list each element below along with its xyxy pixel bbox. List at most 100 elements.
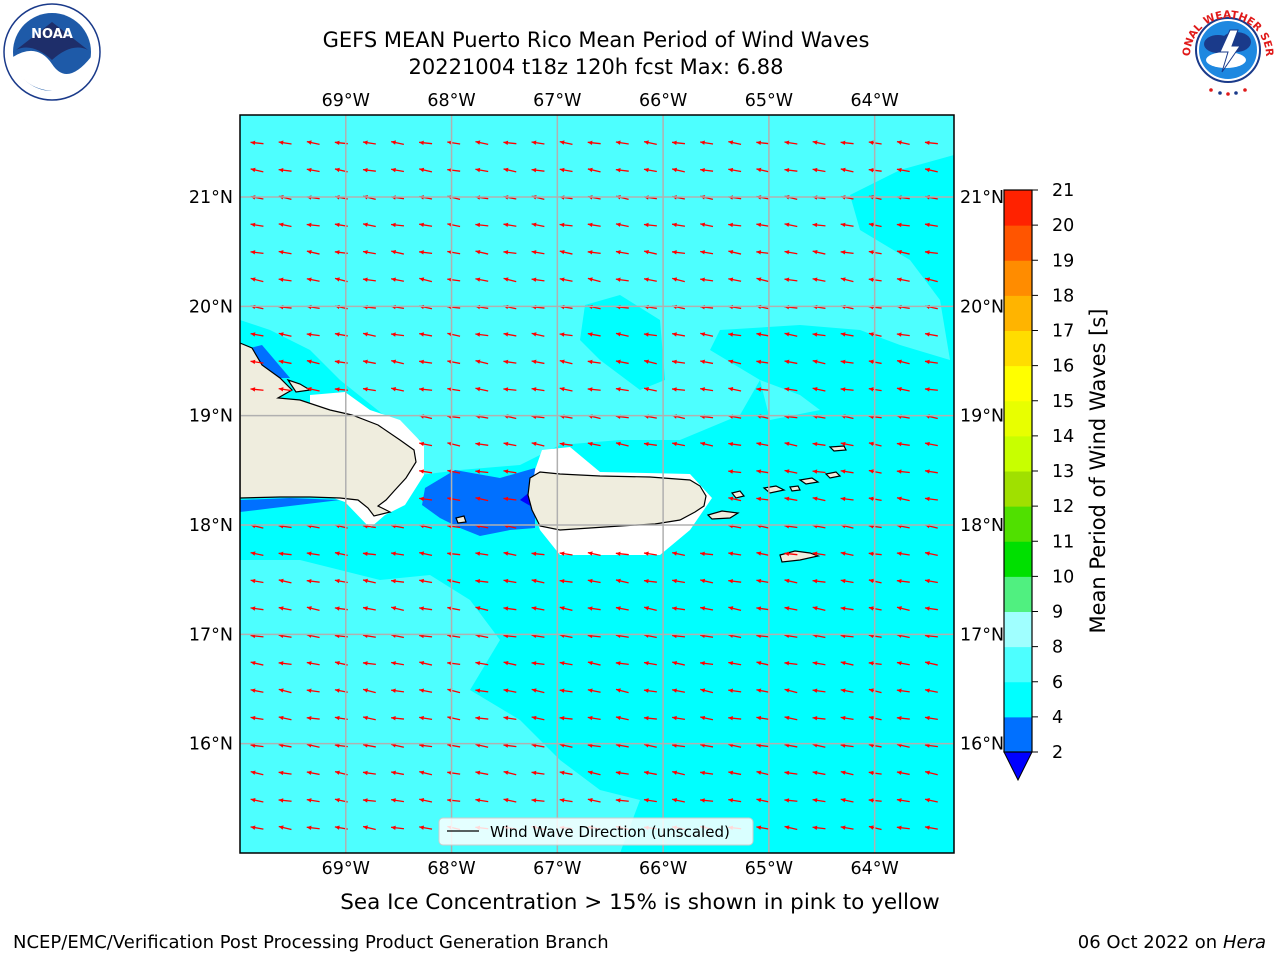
wave-arrow [587,441,601,447]
wave-arrow [559,250,573,255]
wave-arrow [756,825,770,830]
wave-arrow [587,359,601,365]
wave-arrow [784,496,798,502]
wave-arrow [475,578,489,584]
colorbar-segment [1004,471,1032,507]
wave-arrow [728,770,742,776]
wave-arrow [924,578,938,584]
wave-arrow [250,167,264,173]
wave-arrow [419,496,433,502]
wave-arrow [784,715,798,721]
wave-arrow [250,359,264,365]
colorbar-segment [1004,646,1032,683]
lon-label-top: 64°W [851,91,899,111]
wave-arrow [390,551,405,556]
wave-arrow [896,716,910,721]
wave-arrow [306,222,320,228]
wave-arrow [503,661,517,666]
wave-arrow [728,387,742,392]
wave-arrow [924,469,938,474]
wave-arrow [784,825,798,831]
wave-arrow [503,496,517,502]
wave-arrow [391,140,404,145]
wave-arrow [587,798,601,803]
footer-branch: NCEP/EMC/Verification Post Processing Pr… [13,932,609,953]
wave-arrow [784,222,798,228]
wave-arrow [362,661,376,666]
colorbar-tick-label: 19 [1052,251,1074,271]
wave-arrow [587,578,601,584]
wave-arrow [784,332,798,337]
wave-arrow [390,332,405,337]
wave-arrow [447,551,461,556]
wave-arrow [924,387,938,392]
wave-arrow [475,496,489,502]
wave-arrow [278,250,292,255]
wave-arrow [531,798,545,803]
wave-arrow [924,496,938,502]
wave-arrow [475,359,489,365]
wave-arrow [278,387,292,392]
wave-arrow [896,469,910,474]
wave-arrow [840,715,854,721]
lat-label-left: 21°N [189,188,233,208]
wave-arrow [390,688,405,693]
wave-arrow [503,167,517,173]
wave-arrow [419,715,433,721]
wave-arrow [924,825,938,830]
wave-arrow [643,688,657,693]
wave-arrow [419,688,433,693]
wave-arrow [306,716,320,721]
footer-date-text: 06 Oct 2022 on [1077,932,1223,953]
wave-arrow [728,250,742,255]
wave-arrow [896,606,910,612]
wave-arrow [924,359,938,365]
wave-arrow [503,798,517,803]
land-masses [240,342,847,563]
wave-arrow [390,825,405,830]
wave-arrow [700,387,714,392]
wave-arrow [784,798,798,803]
colorbar-label: Mean Period of Wind Waves [s] [1086,309,1110,634]
wave-arrow [643,441,657,447]
wave-arrow [700,688,714,694]
wave-arrow [531,250,545,255]
wave-arrow [728,606,742,612]
lat-label-right: 21°N [960,188,1004,208]
wave-arrow [615,250,629,255]
wave-arrow [419,250,433,255]
lon-label-bottom: 67°W [533,859,581,879]
colorbar-tick-label: 17 [1052,322,1074,342]
wave-arrow [391,387,404,392]
wave-arrow [559,551,573,556]
wave-arrow [728,496,742,502]
wave-arrow [250,661,264,666]
wave-arrow [896,770,910,776]
wave-arrow [250,222,264,228]
wave-arrow [700,578,714,584]
lon-label-top: 66°W [639,91,687,111]
wave-arrow [362,332,376,337]
wave-arrow [419,359,433,365]
wave-arrow [840,469,854,474]
wave-arrow [475,332,489,337]
wave-arrow [475,469,489,474]
wave-arrow [784,167,798,173]
wave-arrow [840,578,854,584]
bottom-longitude-labels: 69°W 68°W 67°W 66°W 65°W 64°W [322,859,899,879]
wave-arrow [896,688,910,693]
wave-arrow [587,606,601,611]
colorbar-tick-label: 9 [1052,603,1063,623]
wave-arrow [559,359,573,365]
map-gridlines [240,115,954,853]
wave-arrow [643,250,657,255]
footer-host: Hera [1222,932,1266,953]
wave-arrow [250,332,264,337]
wave-arrow [896,140,910,145]
sea-ice-note: Sea Ice Concentration > 15% is shown in … [340,890,940,915]
wave-arrow [503,770,517,776]
wave-arrow [503,715,517,721]
wave-arrow [503,222,517,228]
wave-arrow [896,578,910,584]
wave-arrow [531,578,545,584]
